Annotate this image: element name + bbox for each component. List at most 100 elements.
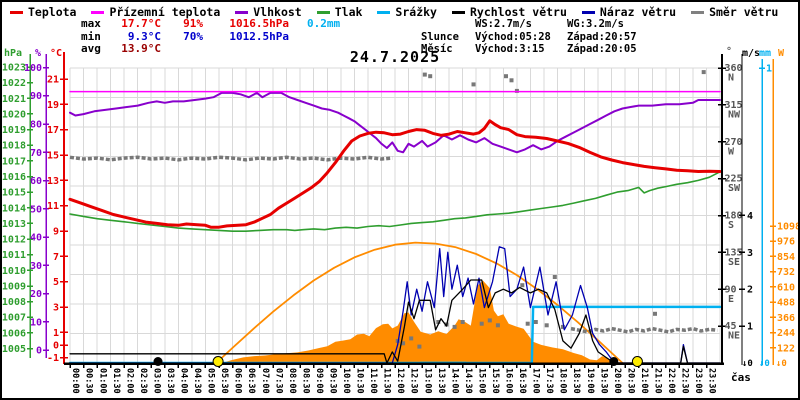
- svg-text:732: 732: [777, 267, 795, 278]
- chart-date-title: 24.7.2025: [349, 48, 441, 66]
- smer-vetru-swatch-icon: [691, 10, 705, 14]
- svg-text:244: 244: [777, 328, 795, 339]
- radiation-axis: 1098 976 854 732 610 488 366 244 122: [770, 59, 800, 365]
- svg-text:SW: SW: [728, 183, 741, 194]
- sunset-marker: [631, 356, 643, 367]
- svg-text:12:00: 12:00: [395, 368, 405, 394]
- rain-axis: 1: [759, 59, 772, 365]
- svg-text:135: 135: [725, 247, 743, 258]
- svg-text:366: 366: [777, 313, 795, 324]
- naraz-vetru-swatch-icon: [581, 10, 595, 14]
- svg-text:315: 315: [725, 100, 743, 111]
- moonset-marker: [609, 357, 619, 366]
- svg-text:19: 19: [47, 100, 59, 111]
- svg-text:1012: 1012: [2, 235, 26, 246]
- svg-text:07:30: 07:30: [273, 368, 283, 394]
- tlak-swatch-icon: [316, 10, 330, 14]
- svg-text:21: 21: [47, 75, 59, 86]
- svg-text:18:00: 18:00: [558, 368, 568, 394]
- stats-max-pressure: 1016.5hPa: [229, 17, 289, 30]
- astro-markers: [153, 356, 643, 367]
- svg-text:08:30: 08:30: [300, 368, 310, 394]
- svg-text:04:30: 04:30: [192, 368, 202, 394]
- moonrise-time: Východ:3:15: [475, 43, 545, 55]
- svg-text:03:30: 03:30: [165, 368, 175, 394]
- svg-text:488: 488: [777, 298, 795, 309]
- svg-text:04:00: 04:00: [179, 368, 189, 394]
- grid: [69, 67, 721, 364]
- svg-text:1016: 1016: [2, 172, 26, 183]
- svg-text:23:00: 23:00: [693, 368, 703, 394]
- teplota-swatch-icon: [10, 10, 23, 14]
- svg-text:NW: NW: [728, 109, 741, 120]
- svg-text:06:30: 06:30: [246, 368, 256, 394]
- svg-text:45: 45: [725, 321, 737, 332]
- svg-text:1005: 1005: [2, 344, 26, 355]
- svg-text:122: 122: [777, 343, 795, 354]
- legend-label: Náraz větru: [599, 5, 677, 19]
- svg-text:610: 610: [777, 282, 795, 293]
- svg-text:360: 360: [725, 63, 743, 74]
- svg-text:854: 854: [777, 252, 795, 263]
- legend-label: Srážky: [395, 5, 437, 19]
- svg-text:02:30: 02:30: [138, 368, 148, 394]
- svg-text:5: 5: [53, 277, 59, 288]
- svg-text:15:00: 15:00: [476, 368, 486, 394]
- sunrise-time: Východ:05:28: [475, 30, 551, 43]
- wind-stats-row: WS:2.7m/s WG:3.2m/s: [421, 18, 659, 31]
- srazky-swatch-icon: [377, 10, 391, 14]
- svg-text:13: 13: [47, 176, 59, 187]
- svg-text:23:30: 23:30: [707, 368, 717, 394]
- svg-text:50: 50: [30, 204, 42, 215]
- svg-text:17:00: 17:00: [531, 368, 541, 394]
- stats-min-label: min: [81, 29, 101, 43]
- svg-text:9: 9: [53, 227, 59, 238]
- rain-axis-unit: mm: [759, 48, 772, 59]
- legend-item-naraz-vetru: Náraz větru: [581, 5, 677, 19]
- svg-text:225: 225: [725, 174, 743, 185]
- osvit-area: [221, 280, 627, 363]
- moonset-time: Západ:20:05: [567, 43, 637, 55]
- stats-min-pressure: 1012.5hPa: [229, 29, 289, 43]
- chart-legend: Teplota Přízemní teplota Vlhkost Tlak Sr…: [10, 5, 778, 19]
- svg-text:10:30: 10:30: [355, 368, 365, 394]
- svg-text:05:00: 05:00: [206, 368, 216, 394]
- wind-gust-max: WG:3.2m/s: [567, 18, 624, 30]
- stats-rain-total: 0.2mm: [307, 17, 341, 30]
- svg-text:S: S: [728, 220, 734, 231]
- stats-max-label: max: [81, 17, 101, 30]
- n-raz-v-tru-series: [69, 246, 721, 364]
- svg-text:270: 270: [725, 137, 743, 148]
- sm-r-v-tru-scatter: [69, 70, 718, 349]
- svg-text:1021: 1021: [2, 94, 26, 105]
- rychlost-vetru-swatch-icon: [451, 10, 465, 14]
- svg-text:30: 30: [30, 261, 42, 272]
- svg-text:1: 1: [53, 328, 59, 339]
- svg-text:1098: 1098: [777, 222, 800, 233]
- svg-text:10: 10: [30, 317, 42, 328]
- svg-text:3: 3: [747, 248, 753, 259]
- svg-text:1008: 1008: [2, 297, 26, 308]
- svg-text:18:30: 18:30: [571, 368, 581, 394]
- pressure-axis: 1023 1022 1021 1020 1019 1018 1017 1016 1015 1014…: [2, 54, 33, 358]
- legend-label: Přízemní teplota: [109, 5, 221, 19]
- svg-text:90: 90: [725, 284, 737, 295]
- rychlost-v-tru-series: [69, 279, 721, 364]
- legend-label: Směr větru: [709, 5, 779, 19]
- stats-avg-row: avg 13.9°C: [81, 42, 340, 56]
- stats-min-humidity: 70%: [183, 29, 203, 43]
- svg-text:17: 17: [47, 125, 59, 136]
- pressure-axis-unit: hPa: [4, 48, 23, 59]
- sun-row: Slunce Východ:05:28 Západ:20:57: [421, 31, 659, 44]
- legend-item-teplota: Teplota: [10, 5, 76, 19]
- svg-text:01:00: 01:00: [97, 368, 107, 394]
- svg-text:14:00: 14:00: [449, 368, 459, 394]
- svg-text:1009: 1009: [2, 282, 26, 293]
- time-axis: 00:00 00:30 01:00 01:30 02:00 02:30 03:00 03:30…: [64, 362, 724, 394]
- moon-row: Měsíc Východ:3:15 Západ:20:05: [421, 43, 659, 56]
- legend-item-tlak: Tlak: [316, 5, 362, 19]
- svg-text:40: 40: [30, 233, 42, 244]
- wind-speed-axis-unit: m/s: [742, 48, 761, 59]
